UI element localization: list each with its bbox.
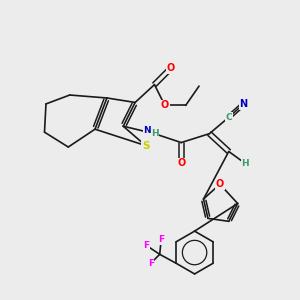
Text: N: N: [143, 126, 151, 135]
Text: N: N: [240, 99, 248, 109]
Text: O: O: [216, 179, 224, 189]
Text: F: F: [148, 259, 154, 268]
Text: H: H: [151, 129, 158, 138]
Text: F: F: [143, 241, 149, 250]
Text: F: F: [158, 235, 164, 244]
Text: O: O: [161, 100, 169, 110]
Text: O: O: [177, 158, 185, 168]
Text: S: S: [142, 140, 149, 151]
Text: O: O: [167, 63, 175, 73]
Text: C: C: [226, 113, 232, 122]
Text: H: H: [241, 159, 249, 168]
